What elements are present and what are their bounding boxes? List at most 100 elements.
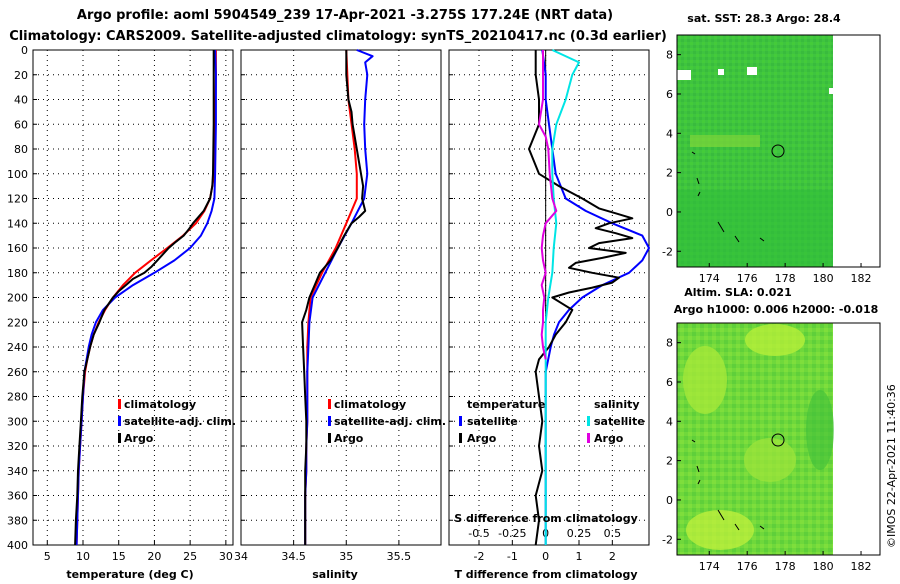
x-tick-label: 5 [44, 550, 51, 563]
x-tick-label: 25 [183, 550, 197, 563]
legend-swatch-climatology [328, 399, 331, 409]
sst-cloud [747, 67, 757, 75]
legend-t-argo: Argo [467, 432, 497, 445]
sst-cloud [718, 69, 724, 75]
series-line-argo [74, 50, 215, 546]
sst-warm-band [690, 135, 760, 147]
legend-temperature-title: temperature [467, 398, 545, 411]
map-x-tick-label: 176 [737, 272, 758, 285]
sla-map [676, 322, 881, 556]
sla-map-title-line-2: Argo h1000: 0.006 h2000: -0.018 [674, 303, 879, 316]
temperature-axis-label: temperature (deg C) [66, 568, 193, 580]
depth-tick-label: 380 [7, 514, 28, 527]
map-x-tick-label: 182 [851, 272, 872, 285]
legend-swatch-t-satellite [459, 416, 462, 426]
temperature-panel: 5 10 15 20 25 30 [44, 49, 233, 563]
sst-argo-location-marker [771, 144, 785, 158]
sst-coastline [691, 151, 765, 243]
map-y-tick-label: 8 [666, 337, 673, 350]
difference-legend: temperature satellite Argo salinity sate… [459, 398, 645, 445]
depth-tick-label: 240 [7, 341, 28, 354]
map-y-tick-label: 0 [666, 494, 673, 507]
legend-swatch-climatology [118, 399, 121, 409]
x-tick-label: 30 [219, 550, 233, 563]
map-x-tick-label: 176 [737, 560, 758, 573]
map-x-tick-label: 182 [851, 560, 872, 573]
x-tick-label: 35 [339, 550, 353, 563]
x-tick-label: 34.5 [281, 550, 306, 563]
salinity-panel-frame [240, 49, 442, 546]
sst-map-axes: 174 176 178 180 182 8 6 4 2 0 -2 [662, 49, 871, 285]
x-tick-label: 0 [542, 550, 549, 563]
legend-swatch-argo [328, 433, 331, 443]
depth-tick-label: 140 [7, 217, 28, 230]
depth-tick-label: 0 [21, 44, 28, 57]
series-line-argo [301, 50, 367, 545]
map-y-tick-label: 8 [666, 49, 673, 62]
x-tick-label: 2 [609, 550, 616, 563]
series-line-t-satellite [541, 49, 650, 545]
depth-tick-label: 260 [7, 366, 28, 379]
salinity-legend: climatology satellite-adj. clim. Argo [328, 398, 446, 445]
depth-tick-label: 200 [7, 292, 28, 305]
x-tick-label: 15 [112, 550, 126, 563]
sst-cloud [829, 88, 833, 94]
sla-high-anomaly [686, 510, 754, 550]
legend-t-satellite: satellite [467, 415, 518, 428]
sst-map-title: sat. SST: 28.3 Argo: 28.4 [687, 12, 841, 25]
sla-high-anomaly [683, 346, 727, 414]
sla-high-anomaly [744, 438, 796, 482]
sst-cool-area [677, 190, 833, 267]
map-y-tick-label: 4 [666, 127, 673, 140]
legend-s-argo: Argo [594, 432, 624, 445]
s-x-tick-label: 0.25 [567, 527, 592, 540]
map-x-tick-label: 180 [813, 272, 834, 285]
legend-swatch-satellite [118, 416, 121, 426]
depth-tick-label: 40 [14, 94, 28, 107]
sla-low-anomaly [806, 390, 834, 470]
depth-axis: 0 20 40 60 80 100 120 140 160 180 200 220 240 260 280 3… [7, 44, 649, 552]
s-x-tick-label: 0.5 [604, 527, 622, 540]
map-y-tick-label: 0 [666, 206, 673, 219]
map-x-tick-label: 174 [699, 560, 720, 573]
sla-map-axes: 174 176 178 180 182 8 6 4 2 0 -2 [662, 337, 871, 573]
sst-cloud [677, 70, 691, 80]
map-x-tick-label: 180 [813, 560, 834, 573]
map-y-tick-label: -2 [662, 533, 673, 546]
s-difference-axis-label: S difference from climatology [454, 512, 638, 525]
sla-high-anomaly [745, 324, 805, 356]
title-line-2: Climatology: CARS2009. Satellite-adjuste… [9, 29, 667, 44]
depth-tick-label: 20 [14, 69, 28, 82]
depth-tick-label: 400 [7, 539, 28, 552]
map-y-tick-label: 6 [666, 376, 673, 389]
x-tick-label: -2 [474, 550, 485, 563]
map-y-tick-label: 2 [666, 455, 673, 468]
map-y-tick-label: 2 [666, 167, 673, 180]
s-x-tick-label: -0.25 [498, 527, 526, 540]
depth-tick-label: 220 [7, 316, 28, 329]
map-y-tick-label: -2 [662, 245, 673, 258]
x-tick-label: 35.5 [387, 550, 412, 563]
depth-tick-label: 280 [7, 391, 28, 404]
sla-argo-location-marker [771, 433, 785, 447]
depth-tick-label: 120 [7, 193, 28, 206]
legend-climatology: climatology [334, 398, 406, 411]
sla-map-frame [676, 322, 881, 556]
temperature-legend: climatology satellite-adj. clim. Argo [118, 398, 236, 445]
map-x-tick-label: 178 [775, 272, 796, 285]
salinity-axis-label: salinity [312, 568, 358, 580]
depth-tick-label: 180 [7, 267, 28, 280]
depth-tick-label: 160 [7, 242, 28, 255]
legend-argo: Argo [334, 432, 364, 445]
depth-tick-label: 100 [7, 168, 28, 181]
legend-swatch-satellite [328, 416, 331, 426]
map-y-tick-label: 4 [666, 415, 673, 428]
difference-panel-frame [448, 49, 650, 546]
depth-tick-label: 320 [7, 440, 28, 453]
series-line-t-argo [528, 50, 634, 546]
map-x-tick-label: 178 [775, 560, 796, 573]
legend-swatch-argo [118, 433, 121, 443]
depth-tick-label: 340 [7, 465, 28, 478]
depth-tick-label: 60 [14, 118, 28, 131]
legend-swatch-t-argo [459, 433, 462, 443]
